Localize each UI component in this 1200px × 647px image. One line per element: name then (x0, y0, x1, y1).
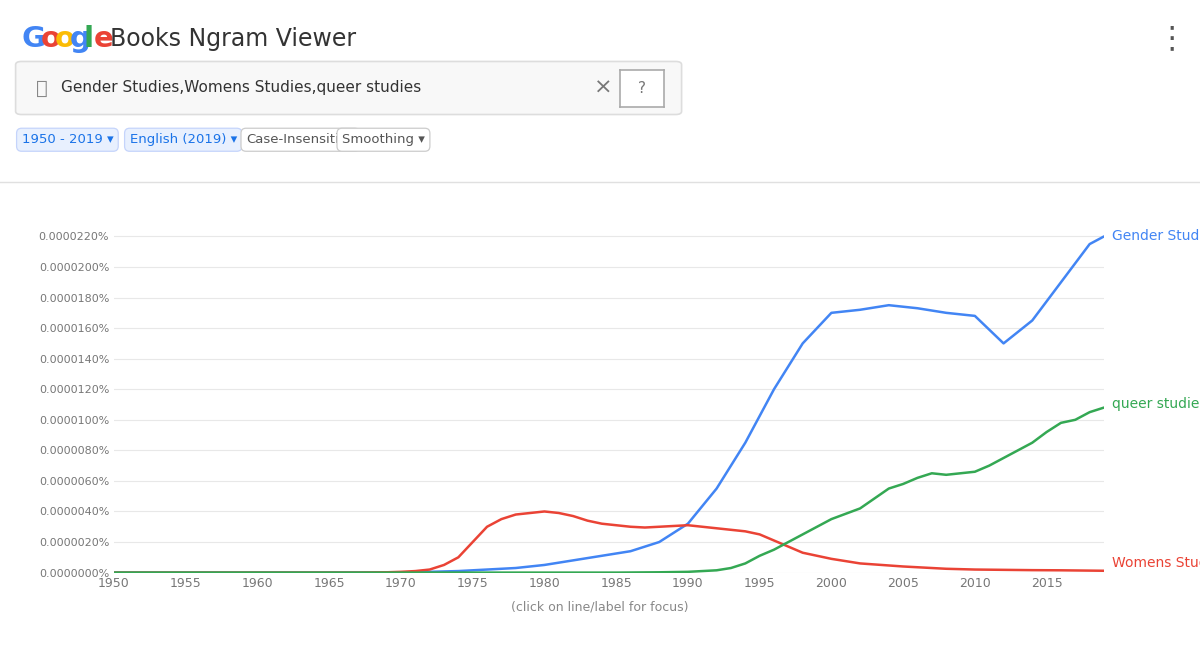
Text: ×: × (594, 78, 613, 98)
Text: o: o (55, 25, 76, 53)
Text: Gender Studies: Gender Studies (1112, 230, 1200, 243)
Text: Gender Studies,Womens Studies,queer studies: Gender Studies,Womens Studies,queer stud… (61, 80, 421, 96)
Text: English (2019) ▾: English (2019) ▾ (130, 133, 236, 146)
Text: g: g (70, 25, 90, 53)
Text: o: o (41, 25, 61, 53)
Text: Womens Studies: Womens Studies (1112, 556, 1200, 570)
Text: (click on line/label for focus): (click on line/label for focus) (511, 600, 689, 613)
Text: Case-Insensitive: Case-Insensitive (246, 133, 355, 146)
Text: ⌕: ⌕ (36, 78, 48, 98)
Text: ?: ? (638, 81, 646, 96)
Text: l: l (84, 25, 94, 53)
Text: 1950 - 2019 ▾: 1950 - 2019 ▾ (22, 133, 113, 146)
Text: e: e (94, 25, 113, 53)
Text: Books Ngram Viewer: Books Ngram Viewer (110, 27, 356, 51)
Text: ⋮: ⋮ (1156, 25, 1187, 53)
Text: Smoothing ▾: Smoothing ▾ (342, 133, 425, 146)
Text: queer studies: queer studies (1112, 397, 1200, 411)
Text: G: G (22, 25, 46, 53)
